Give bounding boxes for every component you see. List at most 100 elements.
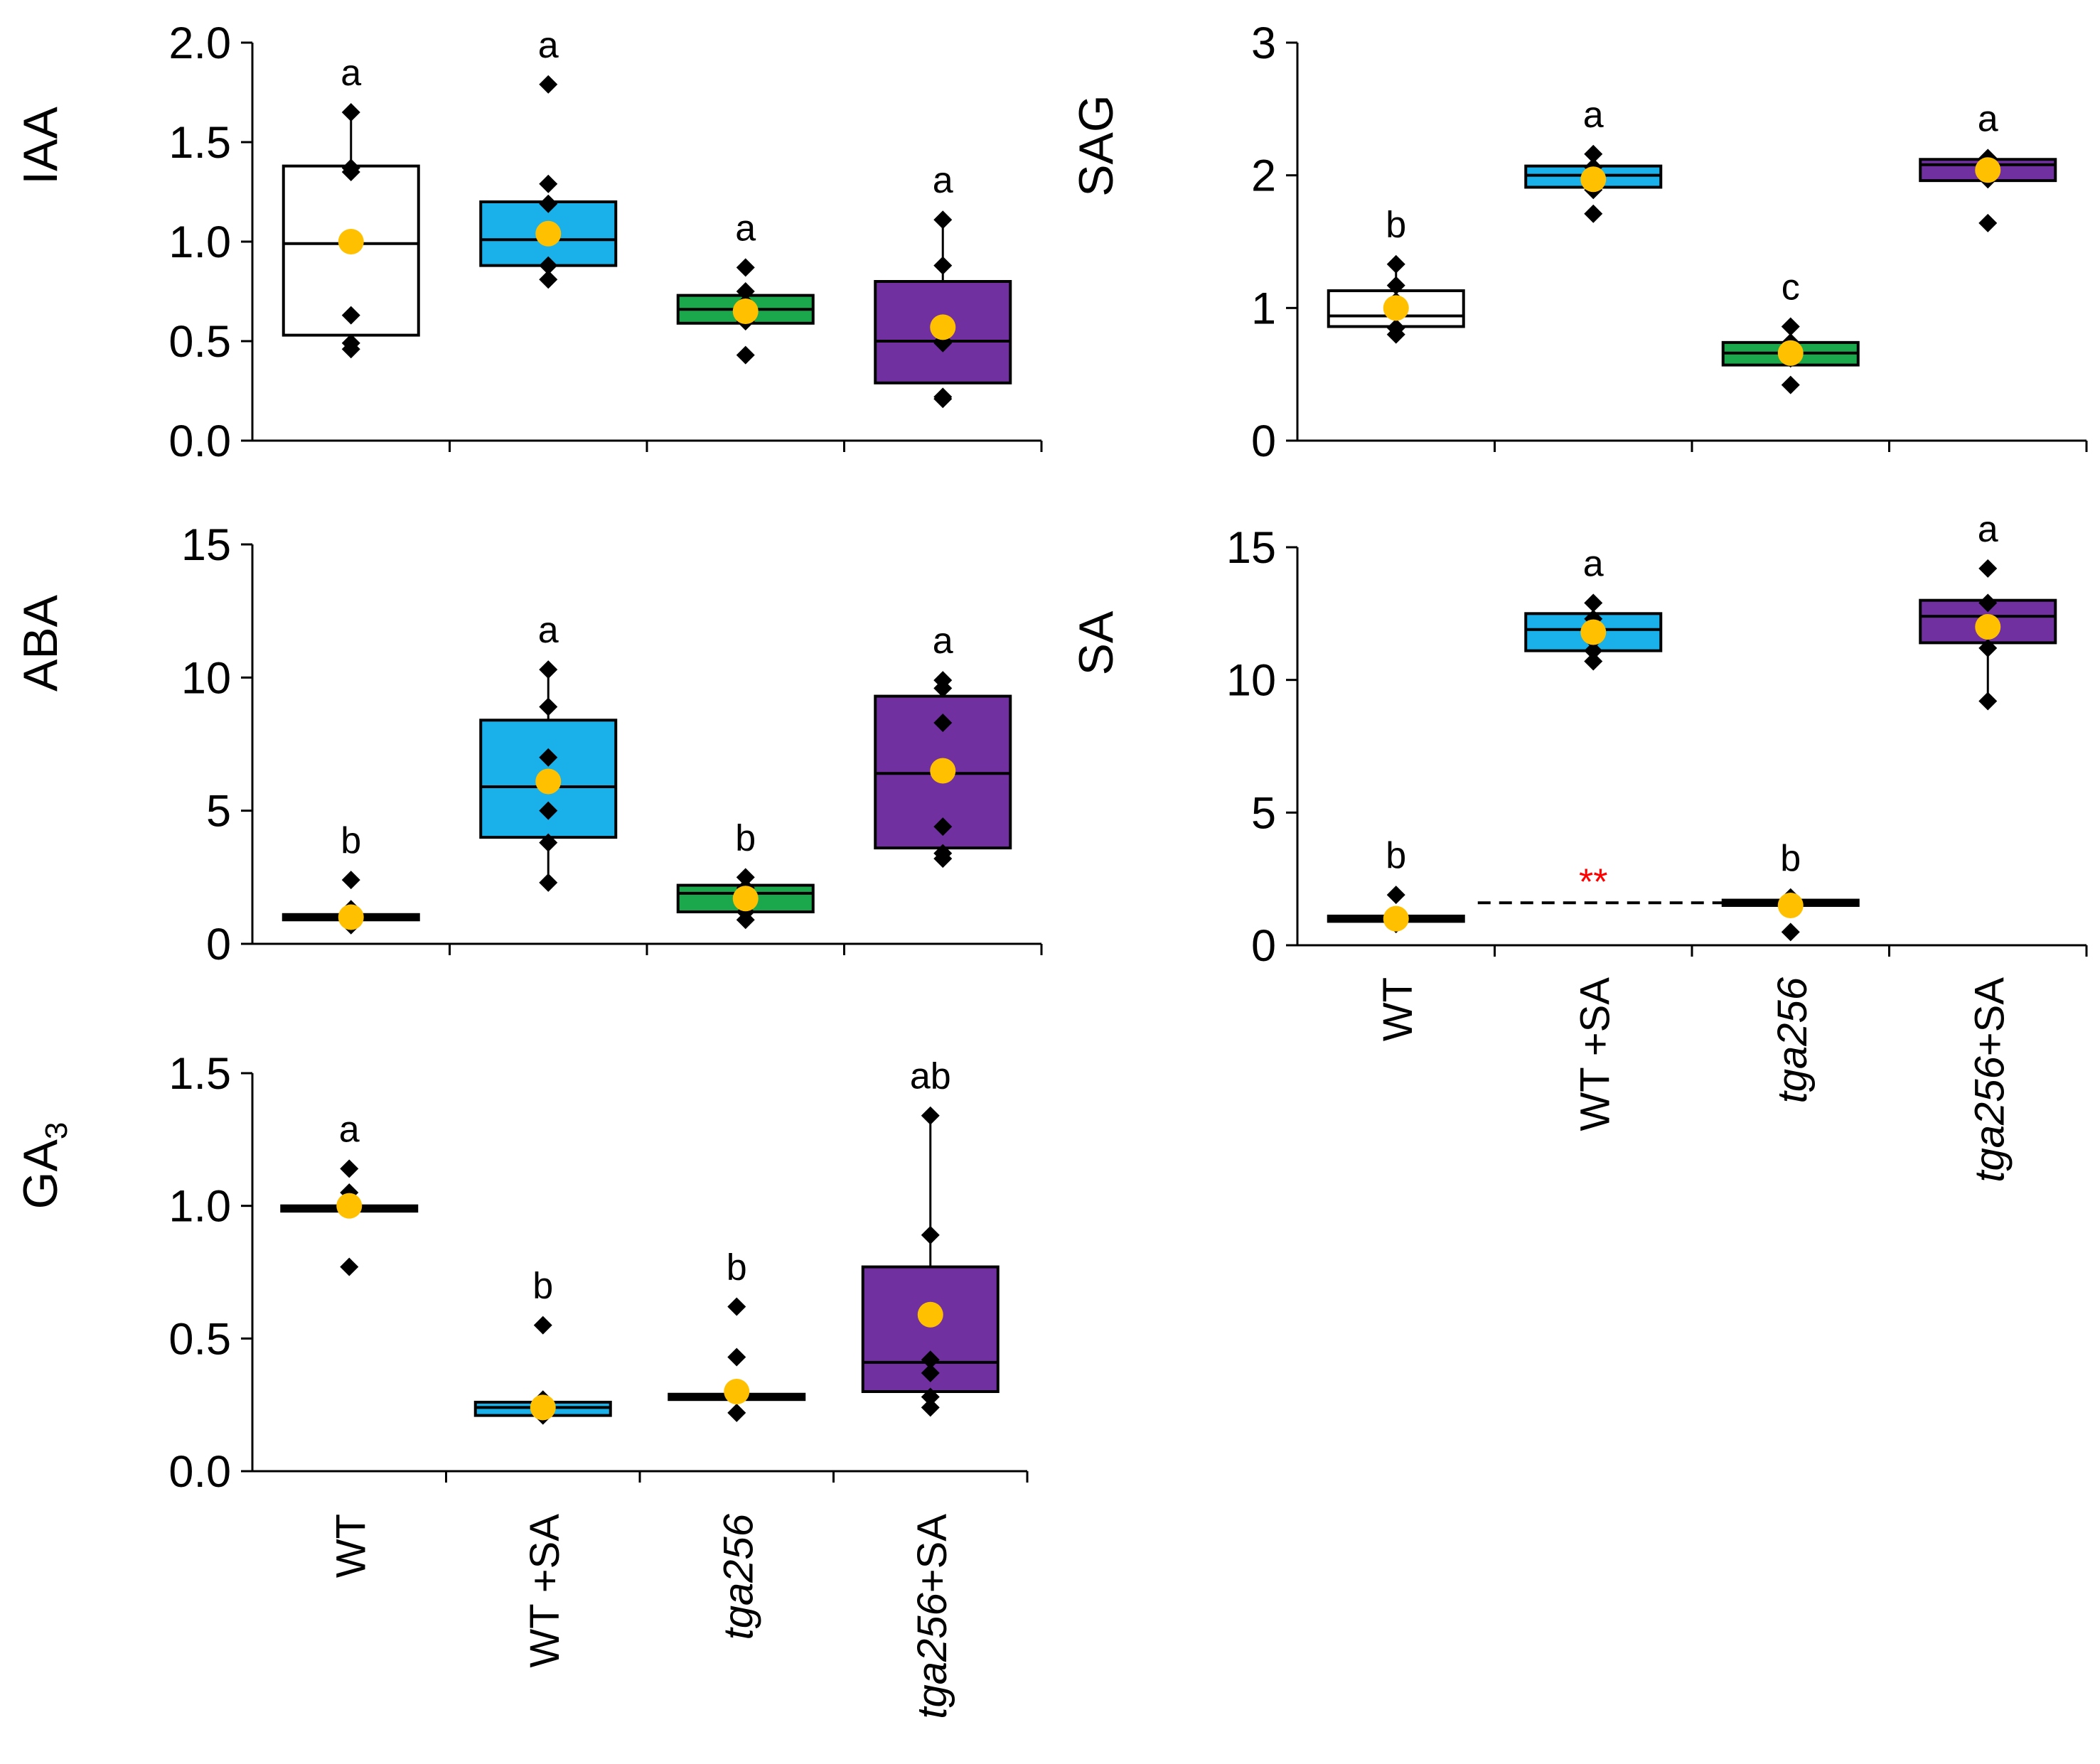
- data-point: [1386, 886, 1405, 905]
- y-tick-label: 10: [181, 653, 231, 703]
- data-point: [539, 270, 558, 289]
- x-category-label: WT: [1375, 977, 1421, 1041]
- significance-letter: b: [532, 1266, 553, 1307]
- x-category-label: tga256+SA: [909, 1514, 955, 1719]
- significance-letter: a: [1583, 543, 1604, 584]
- x-category-label-part: tga256: [1769, 977, 1816, 1103]
- x-category-label-part: +SA: [1966, 977, 2013, 1057]
- mean-dot: [530, 1394, 556, 1421]
- mean-dot: [1975, 614, 2001, 640]
- box-group-wtsa: a: [479, 610, 618, 892]
- data-point: [539, 697, 558, 716]
- data-point: [539, 801, 558, 820]
- y-tick-label: 0: [1251, 921, 1276, 971]
- mean-dot: [917, 1301, 943, 1328]
- data-point: [1386, 325, 1405, 344]
- y-tick-label: 2.0: [168, 18, 231, 68]
- significance-stars: **: [1579, 861, 1607, 903]
- significance-letter: a: [1583, 95, 1604, 136]
- mean-dot: [1777, 340, 1804, 366]
- box-group-wt: a: [282, 53, 420, 359]
- data-point: [933, 210, 953, 230]
- x-category-label-part: WT: [1375, 977, 1421, 1041]
- data-point: [921, 1350, 940, 1370]
- significance-letter: a: [341, 53, 361, 94]
- y-tick-label: 0.5: [168, 1314, 231, 1364]
- data-point: [933, 817, 953, 837]
- y-tick-label: 1.0: [168, 217, 231, 267]
- mean-dot: [336, 1193, 363, 1219]
- significance-letter: ab: [910, 1056, 951, 1097]
- data-point: [1781, 923, 1800, 942]
- box-group-wtsa: a: [1524, 543, 1663, 671]
- data-point: [736, 258, 755, 277]
- data-point: [539, 256, 558, 275]
- data-point: [1584, 144, 1603, 163]
- significance-letter: a: [538, 610, 559, 651]
- data-point: [736, 282, 755, 301]
- y-tick-label: 15: [1226, 523, 1276, 573]
- y-tick-label: 0.0: [168, 1447, 231, 1497]
- box-group-wt: b: [1327, 835, 1465, 934]
- data-point: [727, 1348, 746, 1367]
- data-point: [341, 340, 360, 359]
- y-tick-label: 1: [1251, 284, 1276, 333]
- mean-dot: [1777, 893, 1804, 918]
- box-group-wtsa: a: [479, 25, 618, 289]
- data-point: [1978, 213, 1998, 232]
- data-point: [1978, 638, 1998, 657]
- data-point: [921, 1387, 940, 1407]
- y-tick-label: 0: [206, 920, 231, 969]
- mean-dot: [1580, 166, 1607, 193]
- data-point: [1584, 641, 1603, 660]
- data-point: [921, 1398, 940, 1417]
- x-category-label-part: WT +SA: [1572, 977, 1618, 1131]
- data-point: [1584, 652, 1603, 671]
- box-group-wtsa: b: [473, 1266, 612, 1425]
- data-point: [340, 1159, 359, 1178]
- data-point: [1978, 559, 1998, 578]
- y-tick-label: 5: [1251, 788, 1276, 838]
- box-group-wt: a: [280, 1109, 419, 1276]
- data-point: [727, 1297, 746, 1316]
- data-point: [539, 194, 558, 213]
- x-category-label: WT +SA: [1572, 977, 1618, 1131]
- y-tick-label: 10: [1226, 656, 1276, 706]
- x-category-label: tga256+SA: [1966, 977, 2013, 1183]
- y-tick-label: 3: [1251, 18, 1276, 68]
- significance-letter: a: [1978, 98, 1998, 139]
- data-point: [736, 345, 755, 365]
- x-category-label-part: tga256: [1966, 1056, 2013, 1183]
- mean-dot: [724, 1379, 750, 1404]
- box-group-wt: b: [1327, 205, 1465, 344]
- data-point: [921, 1225, 940, 1244]
- panel-sag: 0 1 2 3 SAG b a c a: [1069, 18, 2088, 466]
- data-point: [727, 1403, 746, 1422]
- panel-aba: 0 5 10 15 ABA b a b a: [14, 520, 1043, 969]
- box-group-tga256: b: [676, 817, 815, 930]
- significance-letter: b: [341, 820, 361, 861]
- x-category-label-part: tga256: [909, 1593, 955, 1719]
- box-group-tga256sa: a: [874, 620, 1012, 868]
- mean-dot: [1383, 295, 1409, 321]
- significance-letter: a: [1978, 509, 1998, 550]
- data-point: [341, 306, 360, 325]
- mean-dot: [1580, 619, 1607, 645]
- y-axis-label: GA3: [14, 1122, 74, 1210]
- y-axis-label: SAG: [1069, 95, 1123, 197]
- data-point: [341, 163, 360, 181]
- data-point: [736, 910, 755, 930]
- data-point: [933, 679, 953, 698]
- data-point: [340, 1257, 359, 1276]
- y-tick-label: 5: [206, 787, 231, 837]
- mean-dot: [338, 904, 364, 930]
- data-point: [933, 256, 953, 275]
- box-group-tga256: a: [676, 208, 815, 365]
- significance-letter: a: [339, 1109, 360, 1150]
- y-tick-label: 15: [181, 520, 231, 570]
- data-point: [539, 660, 558, 679]
- mean-dot: [732, 886, 759, 912]
- mean-dot: [1383, 905, 1409, 932]
